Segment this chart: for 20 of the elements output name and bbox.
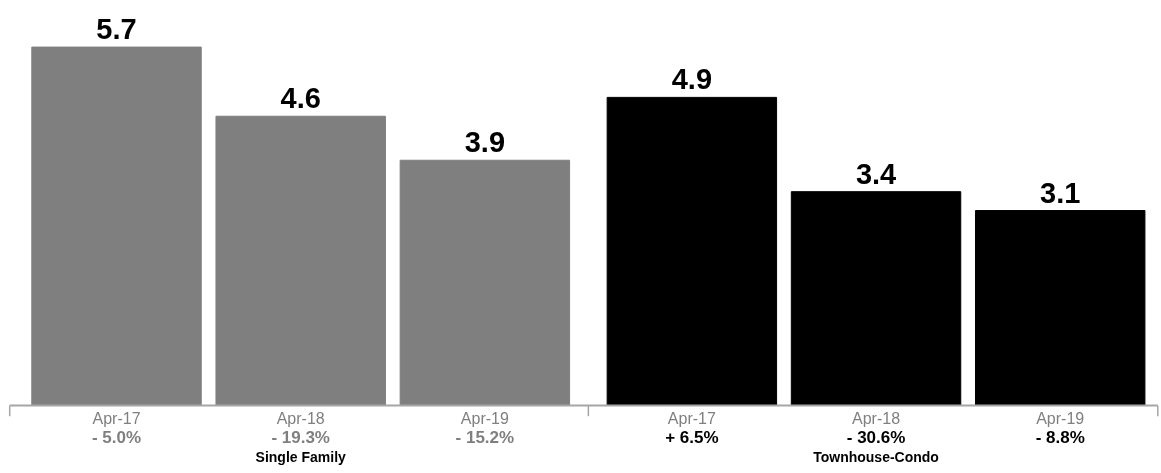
text: - 30.6%: [846, 428, 906, 448]
text: - 5.0%: [91, 428, 142, 448]
data-label: 5.7: [96, 13, 137, 46]
text: + 6.5%: [665, 428, 719, 448]
data-label: 4.6: [280, 82, 321, 115]
text: Townhouse-Condo: [813, 449, 939, 466]
text: - 15.2%: [455, 428, 515, 448]
text: Single Family: [255, 449, 347, 466]
x-tick-label: Apr-17: [667, 410, 716, 428]
x-tick-label: Apr-18: [276, 410, 325, 428]
x-tick-label: Apr-19: [460, 410, 509, 428]
data-label: 3.4: [855, 157, 897, 190]
x-tick-label: Apr-18: [852, 410, 901, 428]
text: - 8.8%: [1035, 428, 1085, 448]
data-label: 4.9: [671, 63, 713, 96]
x-tick-label: Apr-17: [92, 410, 141, 428]
data-label: 3.1: [1040, 176, 1081, 209]
data-label: 3.9: [464, 126, 506, 159]
x-tick-label: Apr-19: [1036, 410, 1085, 428]
text: - 19.3%: [271, 428, 330, 448]
